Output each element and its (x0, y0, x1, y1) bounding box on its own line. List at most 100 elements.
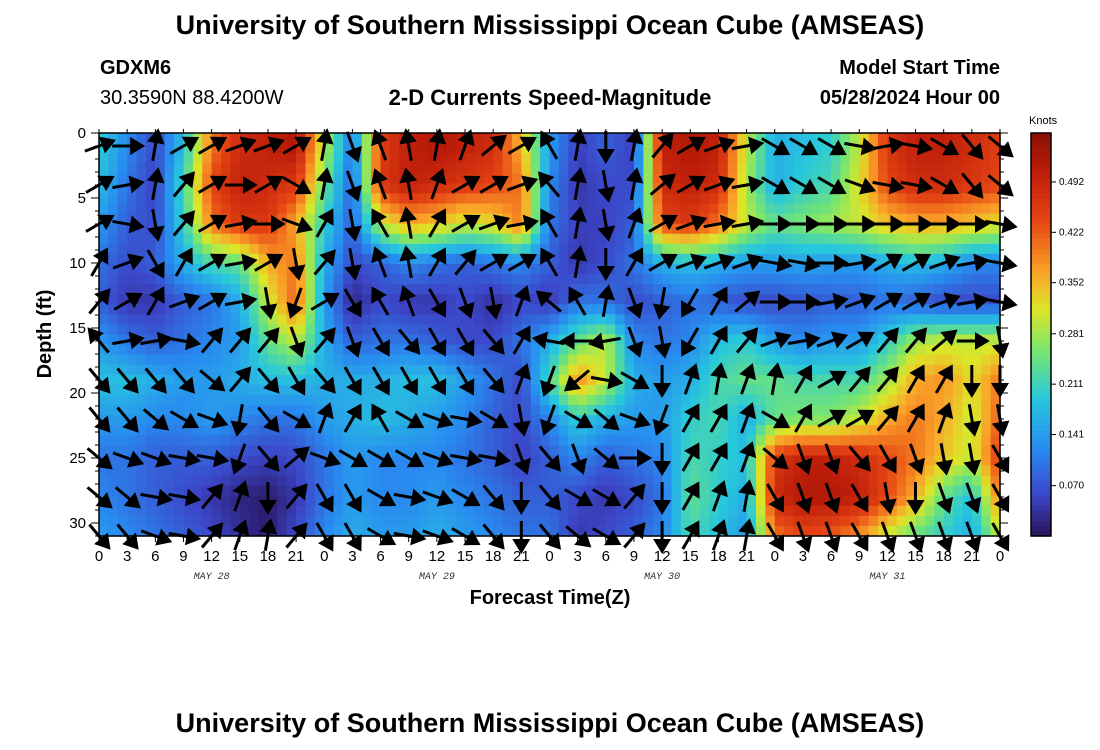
heatmap-cell (690, 475, 701, 487)
heatmap-cell (258, 485, 269, 497)
heatmap-cell (671, 485, 682, 497)
heatmap-cell (962, 475, 973, 487)
heatmap-cell (962, 274, 973, 285)
colorbar-tick-label: 0.211 (1059, 379, 1084, 390)
heatmap-cell (249, 384, 260, 396)
heatmap-cell (474, 525, 485, 537)
heatmap-cell (239, 153, 250, 164)
heatmap-cell (746, 193, 757, 205)
current-arrow (872, 136, 906, 155)
heatmap-cell (418, 213, 429, 225)
heatmap-cell (568, 465, 579, 477)
current-arrow (901, 292, 932, 311)
heatmap-cell (155, 213, 166, 225)
heatmap-cell (202, 253, 213, 265)
heatmap-cell (737, 394, 748, 406)
heatmap-cell (408, 435, 419, 446)
heatmap-cell (709, 324, 720, 336)
heatmap-cell (868, 425, 879, 436)
heatmap-cell (953, 465, 964, 477)
heatmap-cell (793, 304, 804, 315)
heatmap-cell (502, 394, 513, 406)
current-arrow (703, 214, 737, 233)
heatmap-cell (821, 445, 832, 456)
heatmap-cell (755, 525, 766, 537)
heatmap-cell (802, 435, 813, 446)
heatmap-cell (474, 465, 485, 477)
heatmap-cell (981, 243, 992, 255)
x-tick-label: 21 (288, 548, 305, 565)
heatmap-cell (389, 284, 400, 295)
heatmap-cell (709, 374, 720, 386)
current-arrow (451, 214, 481, 233)
heatmap-cell (174, 364, 185, 376)
heatmap-cell (427, 445, 438, 456)
colorbar-segment (1031, 248, 1051, 255)
heatmap-cell (727, 344, 738, 356)
heatmap-cell (793, 153, 804, 164)
heatmap-cell (211, 203, 222, 215)
heatmap-cell (258, 253, 269, 265)
heatmap-cell (737, 344, 748, 356)
heatmap-cell (558, 274, 569, 285)
heatmap-cell (267, 475, 278, 487)
heatmap-cell (502, 294, 513, 305)
heatmap-cell (380, 505, 391, 517)
heatmap-cell (192, 253, 203, 265)
heatmap-cell (962, 394, 973, 406)
heatmap-cell (474, 475, 485, 487)
current-arrow (456, 366, 475, 396)
heatmap-cell (333, 505, 344, 517)
heatmap-cell (549, 243, 560, 255)
heatmap-cell (502, 384, 513, 396)
heatmap-cell (596, 243, 607, 255)
heatmap-cell (333, 364, 344, 376)
heatmap-cell (680, 435, 691, 446)
heatmap-cell (389, 344, 400, 356)
heatmap-cell (587, 133, 598, 144)
heatmap-cell (662, 394, 673, 406)
heatmap-cell (108, 163, 119, 174)
heatmap-cell (427, 495, 438, 507)
heatmap-cell (427, 344, 438, 356)
heatmap-cell (277, 193, 288, 205)
heatmap-cell (511, 253, 522, 265)
heatmap-cell (784, 525, 795, 537)
heatmap-cell (849, 384, 860, 396)
heatmap-cell (990, 314, 1001, 326)
heatmap-cell (305, 243, 316, 255)
current-arrow (422, 450, 454, 468)
colorbar-segment (1031, 309, 1051, 315)
heatmap-cell (877, 153, 888, 164)
heatmap-cell (802, 515, 813, 527)
heatmap-cell (868, 525, 879, 537)
heatmap-cell (727, 525, 738, 537)
heatmap-cell (286, 133, 297, 144)
heatmap-cell (906, 133, 917, 144)
current-arrow (731, 253, 764, 271)
heatmap-cell (483, 304, 494, 315)
heatmap-cell (108, 525, 119, 537)
heatmap-cell (221, 525, 231, 537)
heatmap-cell (971, 314, 982, 326)
current-arrow (371, 403, 390, 433)
heatmap-cell (849, 505, 860, 517)
heatmap-cell (821, 364, 832, 376)
current-arrow (422, 411, 454, 429)
heatmap-cell (915, 243, 926, 255)
heatmap-cell (192, 354, 203, 366)
current-arrow (652, 286, 671, 320)
heatmap-cell (418, 405, 429, 416)
heatmap-cell (267, 193, 278, 205)
heatmap-cell (183, 304, 194, 315)
heatmap-cell (530, 274, 541, 285)
heatmap-cell (343, 515, 354, 527)
heatmap-cell (136, 274, 147, 285)
heatmap-cell (671, 364, 682, 376)
heatmap-cell (633, 334, 644, 346)
heatmap-cell (802, 203, 813, 215)
heatmap-cell (924, 495, 935, 507)
heatmap-cell (727, 324, 738, 336)
heatmap-cell (286, 203, 297, 215)
